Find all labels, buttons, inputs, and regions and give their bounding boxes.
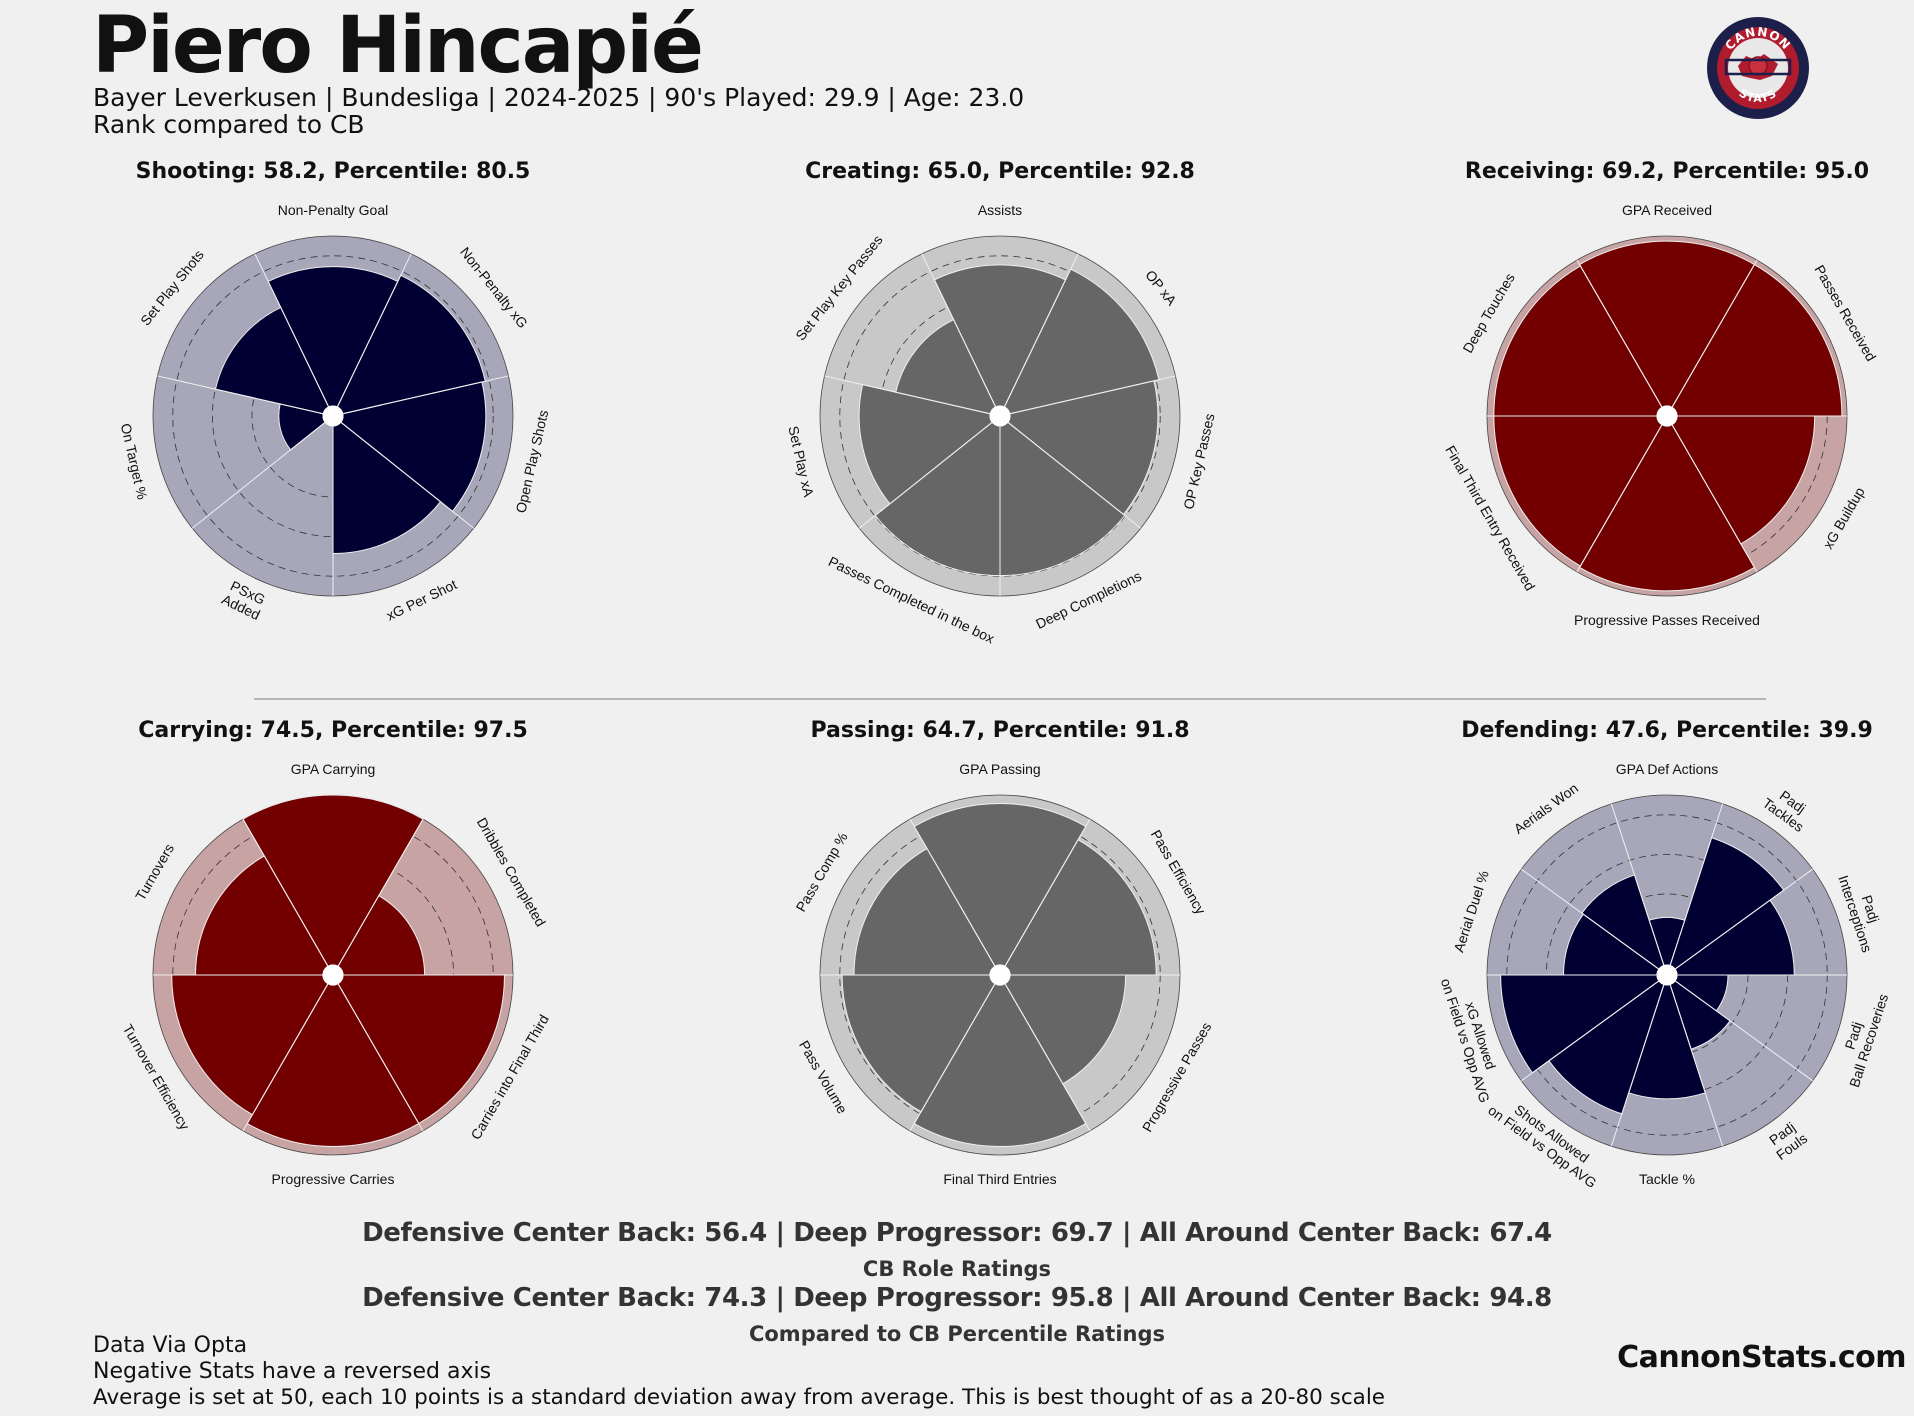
center-dot (322, 405, 344, 427)
axis-label-gpa-passing: GPA Passing (959, 761, 1040, 777)
spoke-line (1610, 803, 1668, 976)
site-name: CannonStats.com (1617, 1340, 1906, 1375)
axis-label-non-penalty-goal: Non-Penalty Goal (278, 202, 389, 218)
spoke-line (921, 253, 1001, 417)
spoke-line (332, 415, 475, 529)
svg-text:STATS: STATS (1737, 87, 1780, 106)
player-subtitle: Bayer Leverkusen | Bundesliga | 2024-202… (93, 83, 1025, 112)
percentile-ratings-caption: Compared to CB Percentile Ratings (748, 1322, 1166, 1346)
polar-chart-carrying: Carrying: 74.5, Percentile: 97.5 GPA Carr… (120, 718, 552, 1187)
spoke-line (999, 818, 1091, 976)
spoke-line (1666, 974, 1724, 1147)
axis-label-aerial-duel: Aerial Duel % (1450, 868, 1491, 954)
chart-title: Creating: 65.0, Percentile: 92.8 (805, 159, 1195, 184)
spoke-line (909, 974, 1001, 1132)
polar-chart-receiving: Receiving: 69.2, Percentile: 95.0 GPA Rec… (1442, 159, 1879, 628)
spoke-line (1521, 974, 1668, 1082)
grid-ring-3 (839, 255, 1161, 577)
grid-ring-3 (172, 255, 494, 577)
center-dot (1656, 405, 1678, 427)
chart-title: Passing: 64.7, Percentile: 91.8 (810, 718, 1189, 743)
spoke-line (1521, 868, 1668, 976)
center-dot (322, 964, 344, 986)
spoke-line (157, 375, 334, 417)
axis-label-tackle: Tackle % (1639, 1171, 1695, 1187)
spoke-line (191, 415, 334, 529)
scale-note: Average is set at 50, each 10 points is … (93, 1385, 1386, 1410)
spoke-line (1666, 803, 1724, 976)
chart-title: Defending: 47.6, Percentile: 39.9 (1461, 718, 1873, 743)
center-dot (989, 964, 1011, 986)
spoke-line (858, 415, 1001, 529)
axis-label-on-target: On Target % (118, 422, 151, 501)
axis-label-gpa-def-actions: GPA Def Actions (1616, 761, 1718, 777)
axis-label-final-third-entries: Final Third Entries (943, 1171, 1056, 1187)
reversed-axis-note: Negative Stats have a reversed axis (93, 1359, 492, 1384)
spoke-line (999, 415, 1142, 529)
polar-chart-shooting: Shooting: 58.2, Percentile: 80.5 Non-Pena… (118, 159, 551, 623)
axis-label-padj-fouls: PadjFouls (1763, 1117, 1810, 1163)
spoke-line (999, 974, 1091, 1132)
percentile-ratings-values: Defensive Center Back: 74.3 | Deep Progr… (362, 1283, 1552, 1313)
chart-title: Shooting: 58.2, Percentile: 80.5 (136, 159, 531, 184)
axis-label-open-play-shots: Open Play Shots (512, 408, 551, 514)
axis-label-op-key-passes: OP Key Passes (1180, 412, 1217, 511)
chart-title: Receiving: 69.2, Percentile: 95.0 (1465, 159, 1869, 184)
spoke-line (999, 253, 1079, 417)
axis-label-turnovers: Turnovers (132, 841, 177, 903)
axis-label-progressive-carries: Progressive Carries (272, 1171, 395, 1187)
axis-label-psxg-added: PSxGAdded (219, 576, 269, 622)
polar-chart-passing: Passing: 64.7, Percentile: 91.8 GPA Passi… (792, 718, 1214, 1187)
axis-label-set-play-xa: Set Play xA (786, 424, 818, 499)
spoke-line (332, 818, 424, 976)
rank-note: Rank compared to CB (93, 110, 365, 139)
axis-label-assists: Assists (978, 202, 1022, 218)
axis-label-gpa-received: GPA Received (1622, 202, 1712, 218)
spoke-line (242, 818, 334, 976)
spoke-line (1666, 259, 1758, 417)
logo-bottom-text: STATS (1737, 87, 1779, 106)
spoke-line (909, 818, 1001, 976)
center-dot (989, 405, 1011, 427)
spoke-line (1666, 974, 1813, 1082)
role-ratings-caption: CB Role Ratings (862, 1257, 1052, 1281)
axis-label-op-xa: OP xA (1143, 267, 1181, 309)
chart-title: Carrying: 74.5, Percentile: 97.5 (138, 718, 528, 743)
spoke-line (254, 253, 334, 417)
axis-label-progressive-passes-received: Progressive Passes Received (1574, 612, 1760, 628)
spoke-line (824, 375, 1001, 417)
spoke-line (1610, 974, 1668, 1147)
spoke-line (999, 375, 1176, 417)
spoke-line (332, 253, 412, 417)
role-ratings-values: Defensive Center Back: 56.4 | Deep Progr… (362, 1218, 1552, 1248)
cannon-stats-logo: CANNON STATS (1707, 17, 1809, 119)
data-source-note: Data Via Opta (93, 1333, 248, 1358)
spoke-line (1576, 415, 1668, 573)
spoke-line (332, 375, 509, 417)
polar-chart-creating: Creating: 65.0, Percentile: 92.8 Assists O… (786, 159, 1218, 646)
polar-charts: Shooting: 58.2, Percentile: 80.5 Non-Pena… (118, 159, 1891, 1191)
spoke-line (1666, 868, 1813, 976)
spoke-line (1576, 259, 1668, 417)
spoke-line (332, 974, 424, 1132)
axis-label-gpa-carrying: GPA Carrying (291, 761, 376, 777)
spoke-line (1666, 415, 1758, 573)
polar-chart-defending: Defending: 47.6, Percentile: 39.9 GPA Def… (1438, 718, 1891, 1191)
player-name: Piero Hincapié (92, 1, 704, 91)
center-dot (1656, 964, 1678, 986)
spoke-line (242, 974, 334, 1132)
